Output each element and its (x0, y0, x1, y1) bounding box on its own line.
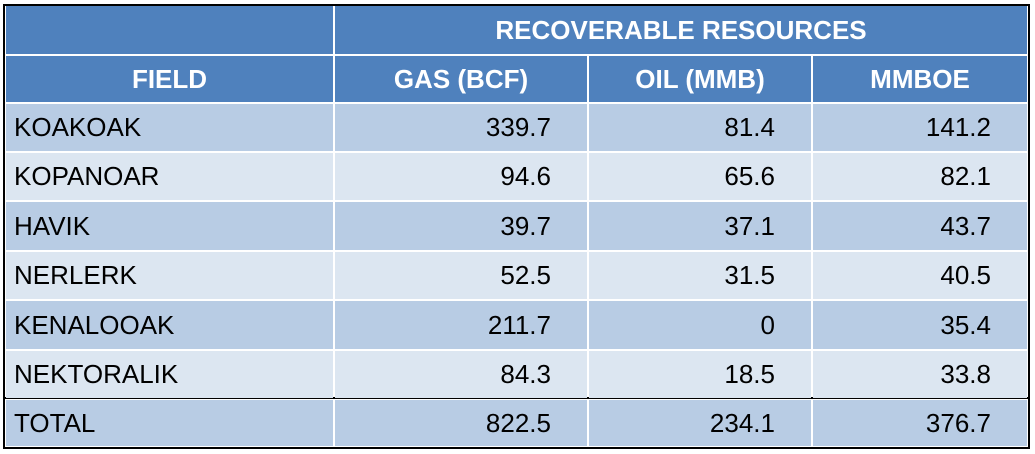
value-cell: 211.7 (335, 301, 587, 349)
value-cell: 40.5 (813, 252, 1027, 299)
value-cell: 84.3 (335, 351, 587, 398)
total-value: 234.1 (589, 400, 811, 446)
value-cell: 94.6 (335, 153, 587, 200)
value-cell: 52.5 (335, 252, 587, 299)
value-cell: 31.5 (589, 252, 811, 299)
field-name: NEKTORALIK (6, 351, 333, 398)
value-cell: 339.7 (335, 104, 587, 151)
value-cell: 43.7 (813, 202, 1027, 250)
value-cell: 141.2 (813, 104, 1027, 151)
value-cell: 65.6 (589, 153, 811, 200)
total-value: 822.5 (335, 400, 587, 446)
value-cell: 33.8 (813, 351, 1027, 398)
field-name: KOPANOAR (6, 153, 333, 200)
header-blank (6, 6, 333, 54)
value-cell: 35.4 (813, 301, 1027, 349)
column-header: FIELD (6, 56, 333, 102)
value-cell: 18.5 (589, 351, 811, 398)
column-header: GAS (BCF) (335, 56, 587, 102)
field-name: HAVIK (6, 202, 333, 250)
total-rule (5, 397, 1028, 399)
value-cell: 82.1 (813, 153, 1027, 200)
total-value: 376.7 (813, 400, 1027, 446)
value-cell: 0 (589, 301, 811, 349)
group-header: RECOVERABLE RESOURCES (335, 6, 1027, 54)
field-name: KOAKOAK (6, 104, 333, 151)
field-name: KENALOOAK (6, 301, 333, 349)
table-frame (3, 4, 1030, 449)
field-name: NERLERK (6, 252, 333, 299)
column-header: MMBOE (813, 56, 1027, 102)
total-label: TOTAL (6, 400, 333, 446)
column-header: OIL (MMB) (589, 56, 811, 102)
value-cell: 39.7 (335, 202, 587, 250)
value-cell: 37.1 (589, 202, 811, 250)
value-cell: 81.4 (589, 104, 811, 151)
